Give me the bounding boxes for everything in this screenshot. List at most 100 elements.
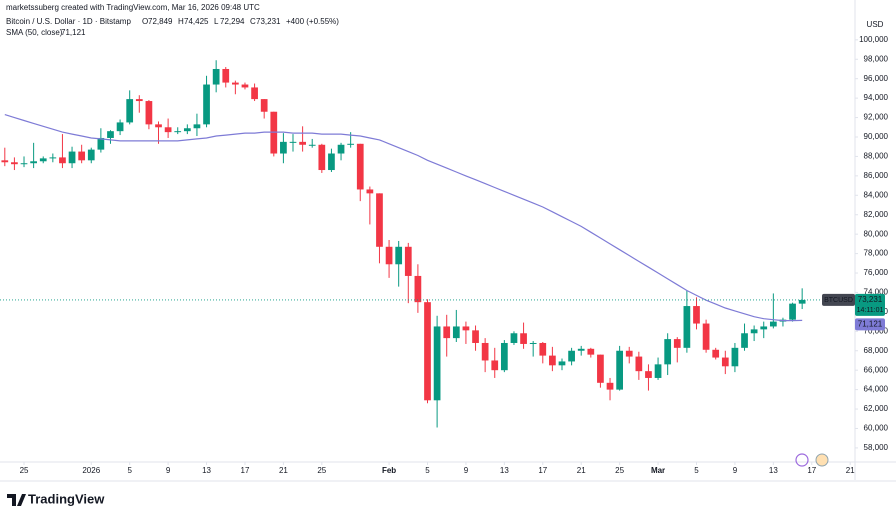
candle-body [693,306,700,324]
currency: USD [867,20,884,29]
y-tick-label: 86,000 [864,171,889,180]
event-icon [815,453,829,467]
ohlc-value: 72,294 [220,17,245,26]
candle-body [126,99,134,123]
candle-body [11,162,18,165]
candle-body [798,299,806,304]
logo-text: TradingView [28,491,105,506]
candle-body [481,342,489,361]
x-tick-label: 21 [846,466,855,475]
y-tick-label: 66,000 [864,365,889,374]
candle-body [539,342,547,356]
candle-body [107,131,114,138]
x-tick-label: 21 [279,466,288,475]
x-tick-label: 17 [241,466,250,475]
ohlc-value: 74,425 [184,17,209,26]
x-tick-label: 9 [166,466,171,475]
candle-body [789,303,796,320]
candle-body [183,128,191,132]
candle-body [597,354,604,383]
x-tick-label: 5 [425,466,430,475]
y-tick-label: 90,000 [864,132,889,141]
x-tick-label: 25 [615,466,624,475]
y-tick-label: 84,000 [864,190,889,199]
candle-body [673,339,681,348]
ohlc-value: 72,849 [148,17,173,26]
candle-body [145,101,153,125]
sma-legend: SMA (50, close) [6,28,63,37]
candle-body [741,333,748,348]
candle-body [251,87,258,100]
sma-legend-value: 71,121 [61,28,86,37]
candle-body [760,326,768,330]
candle-body [232,82,239,85]
x-tick-label: Feb [382,466,396,475]
candle-body [135,99,143,102]
last-price-label: 73,231 [858,295,883,304]
candle-body [356,143,364,190]
candle-body [78,151,86,161]
candle-body [174,131,182,133]
sma-line [4,114,803,322]
candle-body [385,246,393,265]
candle-body [59,157,66,164]
candle-body [289,141,297,143]
candle-body [308,144,316,146]
x-tick-label: 13 [769,466,778,475]
x-tick-label: 17 [807,466,816,475]
x-tick-label: 5 [127,466,132,475]
y-tick-label: 80,000 [864,229,889,238]
credit: marketssuberg created with TradingView.c… [6,3,260,12]
candle-body [1,160,9,163]
x-tick-label: 25 [20,466,29,475]
ohlc-key: L [214,17,219,26]
candle-body [769,321,777,327]
candle-body [625,350,633,357]
y-tick-label: 64,000 [864,385,889,394]
ohlc-key: O [142,17,148,26]
candle-body [376,193,383,247]
y-tick-label: 92,000 [864,113,889,122]
candle-body [510,333,518,343]
candle-body [30,161,37,164]
ticker-tag-label: BTCUSD [824,297,853,304]
y-tick-label: 60,000 [864,424,889,433]
candle-body [577,348,585,351]
y-tick-label: 70,000 [864,326,889,335]
candle-body [68,151,76,164]
candle-body [750,329,758,334]
candle-body [424,302,431,401]
x-tick-label: 9 [733,466,738,475]
candle-body [203,84,210,125]
y-tick-label: 88,000 [864,152,889,161]
candle-body [587,348,595,355]
candle-body [683,306,691,348]
candle-body [635,356,643,372]
y-tick-label: 100,000 [859,35,888,44]
y-tick-label: 98,000 [864,54,889,63]
candle-body [558,361,566,366]
replay-icon [795,453,809,467]
candle-body [549,355,556,366]
sma-tag-label: 71,121 [858,320,883,329]
x-tick-label: 2026 [82,466,100,475]
candle-body [155,124,162,128]
candle-body [212,68,220,85]
logo-icon [7,494,26,506]
candle-body [222,68,230,83]
candle-body [260,99,268,112]
candle-body [529,342,537,344]
y-tick-label: 94,000 [864,93,889,102]
candle-body [116,122,124,132]
candle-body [318,144,326,171]
candle-body [654,364,662,378]
candle-body [491,360,499,371]
candle-body [433,326,441,401]
candle-body [366,189,374,194]
candle-body [404,246,412,276]
x-tick-label: 25 [317,466,326,475]
candle-body [452,326,460,339]
candle-body [664,339,672,365]
logo: TradingView [7,491,105,506]
